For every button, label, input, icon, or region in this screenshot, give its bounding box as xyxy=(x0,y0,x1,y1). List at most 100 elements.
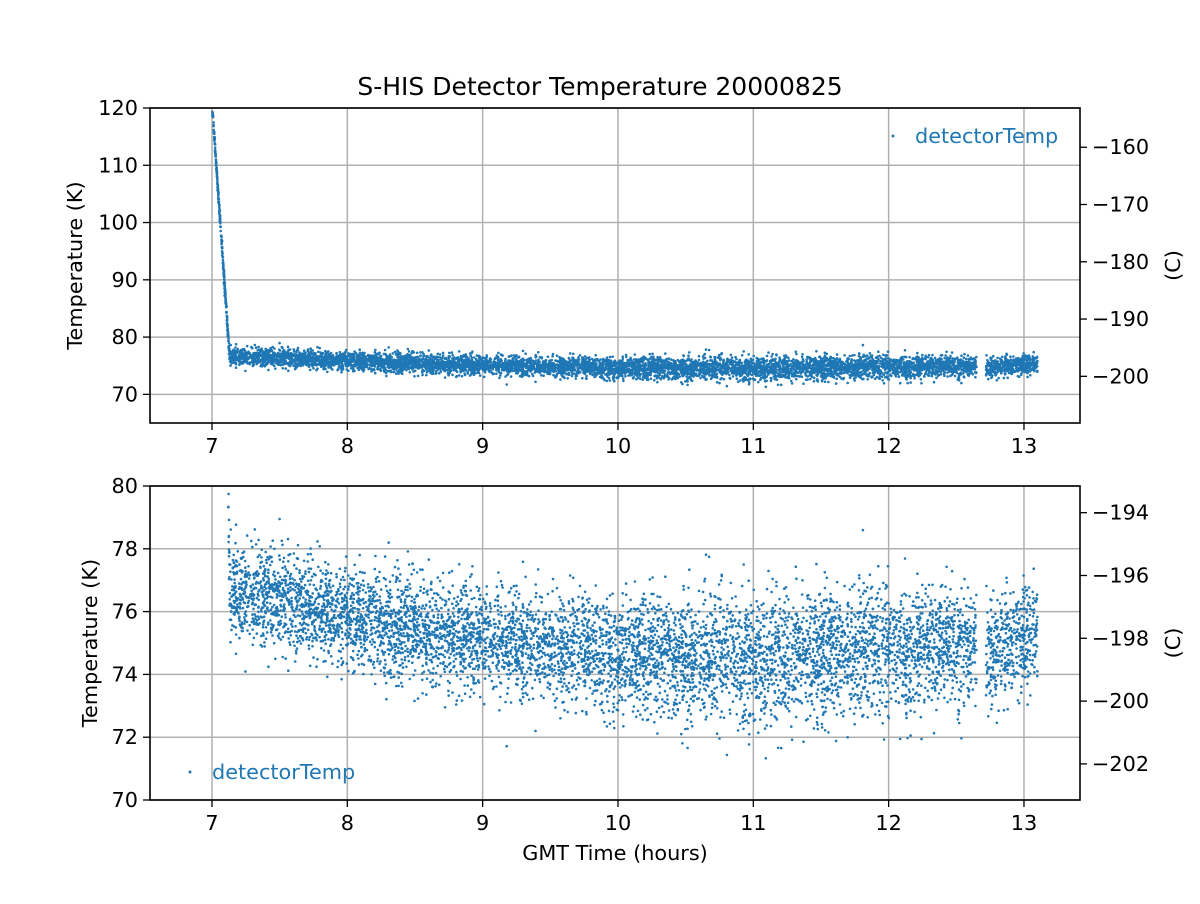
data-point xyxy=(765,375,768,378)
data-point xyxy=(512,370,515,373)
data-point xyxy=(925,371,928,374)
data-point xyxy=(407,366,410,369)
data-point xyxy=(222,261,225,264)
data-point xyxy=(551,355,554,358)
chart-title: S-HIS Detector Temperature 20000825 xyxy=(0,72,1200,101)
data-point xyxy=(609,379,612,382)
data-point xyxy=(471,350,474,353)
data-point xyxy=(213,131,216,134)
data-point xyxy=(222,282,225,285)
data-point xyxy=(340,353,343,356)
data-point xyxy=(622,380,625,383)
data-point xyxy=(1029,374,1032,377)
data-point xyxy=(214,150,217,153)
data-point xyxy=(330,352,333,355)
data-point xyxy=(229,344,232,347)
data-point xyxy=(215,169,218,172)
data-point xyxy=(297,347,300,350)
data-point xyxy=(824,374,827,377)
data-point xyxy=(1003,377,1006,380)
data-point xyxy=(360,354,363,357)
data-point xyxy=(708,349,711,352)
data-point xyxy=(326,371,329,374)
data-point xyxy=(777,384,780,387)
data-point xyxy=(809,378,812,381)
data-point xyxy=(783,357,786,360)
data-point xyxy=(214,143,217,146)
data-point xyxy=(552,374,555,377)
data-point xyxy=(518,356,521,359)
data-point xyxy=(255,346,258,349)
data-point xyxy=(344,351,347,354)
data-point xyxy=(395,372,398,375)
data-point xyxy=(212,125,215,128)
data-point xyxy=(599,358,602,361)
data-point xyxy=(573,372,576,375)
data-point xyxy=(858,352,861,355)
data-point xyxy=(963,353,966,356)
data-point xyxy=(332,354,335,357)
data-point xyxy=(764,380,767,383)
data-point xyxy=(216,182,219,185)
data-point xyxy=(704,357,707,360)
data-point xyxy=(678,360,681,363)
data-point xyxy=(921,357,924,360)
data-point xyxy=(448,352,451,355)
data-point xyxy=(908,356,911,359)
data-point xyxy=(650,377,653,380)
data-point xyxy=(214,146,217,149)
data-point xyxy=(235,362,238,365)
data-point xyxy=(542,374,545,377)
data-point xyxy=(940,373,943,376)
data-point xyxy=(396,349,399,352)
data-point xyxy=(884,368,887,371)
data-point xyxy=(957,377,960,380)
data-point xyxy=(559,378,562,381)
data-point xyxy=(220,240,223,243)
data-point xyxy=(793,368,796,371)
data-point xyxy=(610,359,613,362)
data-point xyxy=(686,384,689,387)
data-point xyxy=(770,355,773,358)
data-point xyxy=(396,370,399,373)
data-point xyxy=(219,226,222,229)
data-point xyxy=(296,362,299,365)
data-point xyxy=(763,376,766,379)
data-point xyxy=(967,354,970,357)
data-point xyxy=(955,371,958,374)
data-point xyxy=(223,287,226,290)
data-point xyxy=(414,369,417,372)
data-point xyxy=(731,356,734,359)
data-point xyxy=(943,357,946,360)
data-point xyxy=(1036,370,1039,373)
data-point xyxy=(824,354,827,357)
data-point xyxy=(972,373,975,376)
data-point xyxy=(416,352,419,355)
data-point xyxy=(219,215,222,218)
data-point xyxy=(664,352,667,355)
data-point xyxy=(713,356,716,359)
data-point xyxy=(996,357,999,360)
data-point xyxy=(522,350,525,353)
data-point xyxy=(385,375,388,378)
data-point xyxy=(667,378,670,381)
data-point xyxy=(853,354,856,357)
data-point xyxy=(501,362,504,365)
data-point xyxy=(866,378,869,381)
data-point xyxy=(222,265,225,268)
data-point xyxy=(924,355,927,358)
data-point xyxy=(827,381,830,384)
data-point xyxy=(212,114,215,117)
data-point xyxy=(960,354,963,357)
data-point xyxy=(287,370,290,373)
data-point xyxy=(709,355,712,358)
data-point xyxy=(920,382,923,385)
data-point xyxy=(801,375,804,378)
data-point xyxy=(534,381,537,384)
data-point xyxy=(718,382,721,385)
data-point xyxy=(835,370,838,373)
data-point xyxy=(755,374,758,377)
data-point xyxy=(547,356,550,359)
data-point xyxy=(572,353,575,356)
